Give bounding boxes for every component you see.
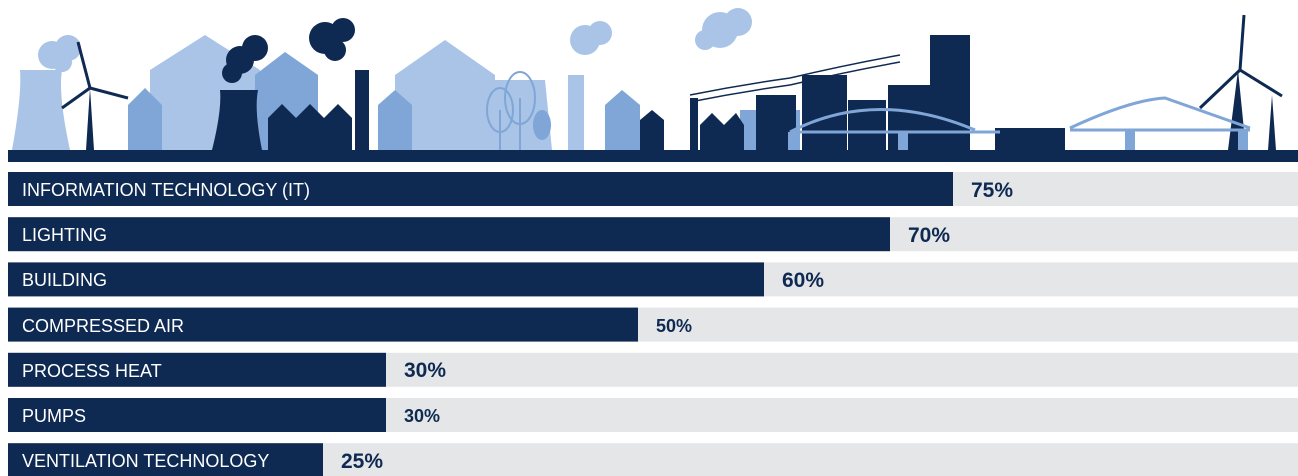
city-skyline-icon bbox=[8, 8, 1298, 162]
bar bbox=[8, 307, 638, 342]
category-label: LIGHTING bbox=[22, 225, 108, 246]
bar bbox=[8, 217, 890, 252]
category-label: COMPRESSED AIR bbox=[22, 315, 185, 336]
value-label: 30% bbox=[404, 359, 447, 383]
category-label: PROCESS HEAT bbox=[22, 360, 162, 381]
value-label: 70% bbox=[908, 223, 951, 247]
value-label: 60% bbox=[782, 268, 825, 292]
value-label: 50% bbox=[656, 315, 693, 336]
bar bbox=[8, 262, 764, 297]
value-label: 75% bbox=[971, 178, 1014, 202]
category-label: BUILDING bbox=[22, 270, 108, 291]
value-label: 30% bbox=[404, 406, 441, 426]
bar bbox=[8, 443, 323, 476]
bar bbox=[8, 398, 386, 432]
category-label: PUMPS bbox=[22, 406, 87, 426]
category-label: VENTILATION TECHNOLOGY bbox=[22, 451, 270, 472]
value-label: 25% bbox=[341, 449, 384, 473]
bar bbox=[8, 172, 953, 206]
category-label: INFORMATION TECHNOLOGY (IT) bbox=[22, 180, 311, 200]
bar bbox=[8, 352, 386, 387]
